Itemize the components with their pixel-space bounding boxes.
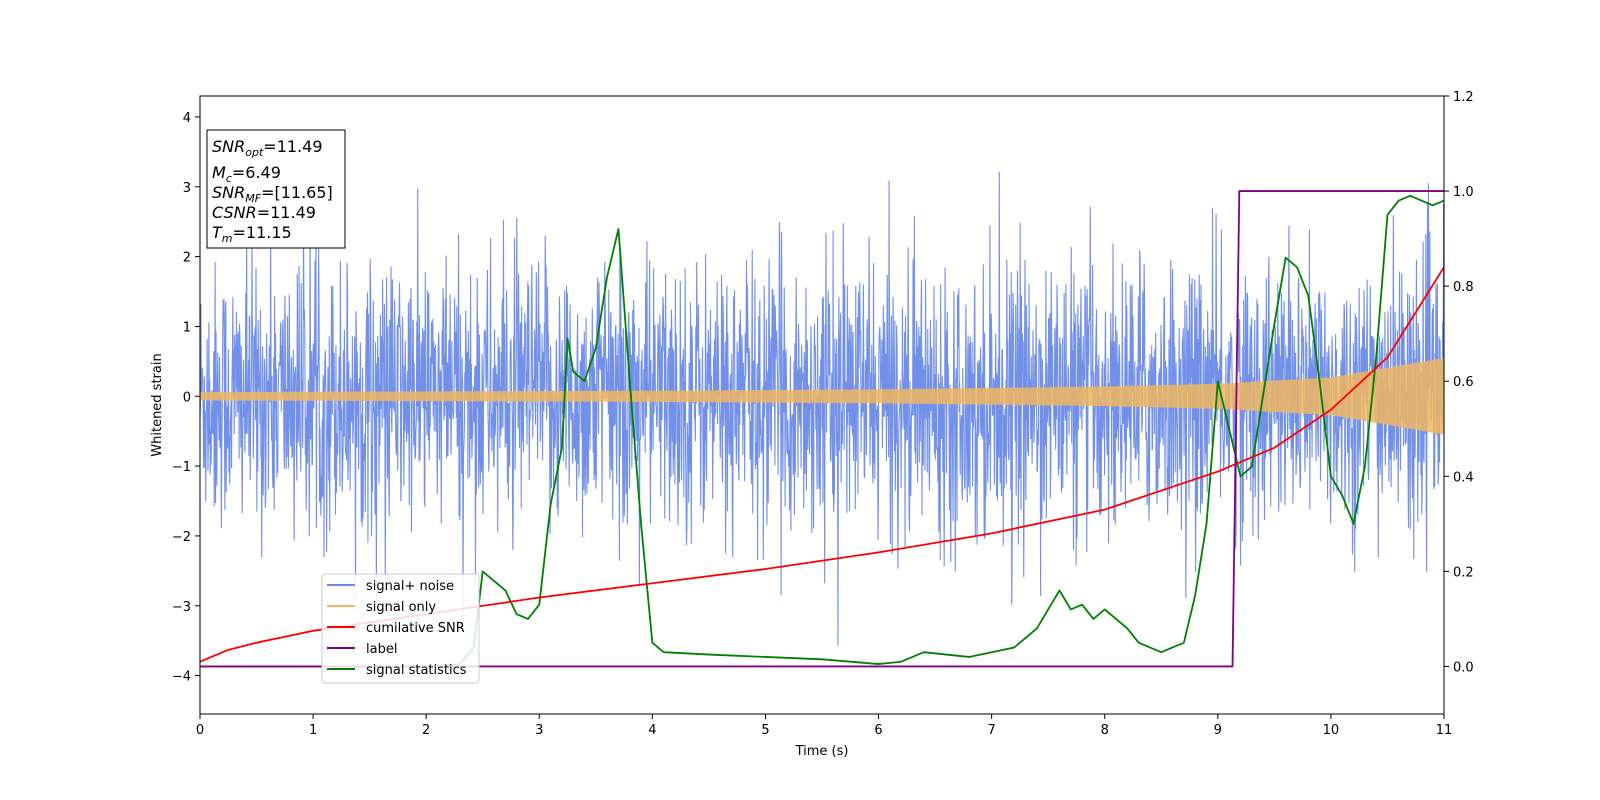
legend-label: signal statistics	[366, 663, 467, 678]
x-tick-label: 7	[987, 723, 995, 738]
x-tick-label: 4	[648, 723, 656, 738]
x-axis-ticks: 0 1 2 3 4 5 6 7 8 9 10 11	[196, 714, 1452, 738]
x-tick-label: 6	[874, 723, 882, 738]
annotation-line: CSNR=11.49	[212, 203, 316, 222]
annotation-line: SNRopt=11.49	[212, 137, 323, 159]
legend-label: cumilative SNR	[366, 621, 465, 636]
legend-label: label	[366, 642, 397, 657]
y-axis-label: Whitened strain	[150, 353, 165, 456]
left-tick-label: −1	[172, 460, 191, 475]
plot-frame	[199, 95, 1445, 715]
left-tick-label: 4	[183, 111, 191, 126]
right-tick-label: 0.2	[1453, 565, 1474, 580]
legend-entry-signal-statistics: signal statistics	[327, 663, 467, 678]
x-tick-label: 9	[1214, 723, 1222, 738]
series-cumilative-snr	[200, 266, 1444, 663]
annotation-line: Tm=11.15	[212, 223, 292, 245]
series-label	[200, 190, 1444, 668]
annotation-box: SNRopt=11.49 Mc=6.49 SNRMF=[11.65] CSNR=…	[206, 129, 346, 249]
annotation-box-frame	[206, 129, 346, 249]
right-tick-label: 1.0	[1453, 185, 1474, 200]
x-tick-label: 11	[1436, 723, 1453, 738]
x-tick-label: 0	[196, 723, 204, 738]
series-layer	[200, 171, 1444, 668]
legend-entry-cumilative-snr: cumilative SNR	[327, 621, 465, 636]
right-tick-label: 0.4	[1453, 470, 1474, 485]
legend-entry-signal-only: signal only	[327, 600, 436, 615]
legend-label: signal+ noise	[366, 579, 454, 594]
legend: signal+ noise signal only cumilative SNR…	[321, 573, 480, 684]
x-tick-label: 1	[309, 723, 317, 738]
x-tick-label: 2	[422, 723, 430, 738]
legend-entry-label: label	[327, 642, 397, 657]
x-tick-label: 8	[1101, 723, 1109, 738]
left-tick-label: 1	[183, 320, 191, 335]
legend-frame	[321, 573, 480, 684]
left-tick-label: −4	[172, 670, 191, 685]
left-tick-label: 2	[183, 251, 191, 266]
x-tick-label: 10	[1323, 723, 1340, 738]
x-tick-label: 5	[761, 723, 769, 738]
x-axis-label: Time (s)	[795, 744, 849, 759]
left-tick-label: 3	[183, 181, 191, 196]
left-tick-label: −2	[172, 530, 191, 545]
left-axis-ticks: −4 −3 −2 −1 0 1 2 3 4	[172, 111, 200, 685]
annotation-line: SNRMF=[11.65]	[212, 183, 333, 205]
series-signal-statistics	[200, 194, 1444, 668]
legend-entry-signal-noise: signal+ noise	[327, 579, 454, 594]
annotation-line: Mc=6.49	[212, 163, 281, 185]
right-tick-label: 0.0	[1453, 660, 1474, 675]
right-axis-ticks: 0.0 0.2 0.4 0.6 0.8 1.0 1.2	[1444, 90, 1474, 675]
right-tick-label: 0.6	[1453, 375, 1474, 390]
right-tick-label: 1.2	[1453, 90, 1474, 105]
x-tick-label: 3	[535, 723, 543, 738]
left-tick-label: 0	[183, 390, 191, 405]
legend-label: signal only	[366, 600, 436, 615]
right-tick-label: 0.8	[1453, 280, 1474, 295]
left-tick-label: −3	[172, 600, 191, 615]
